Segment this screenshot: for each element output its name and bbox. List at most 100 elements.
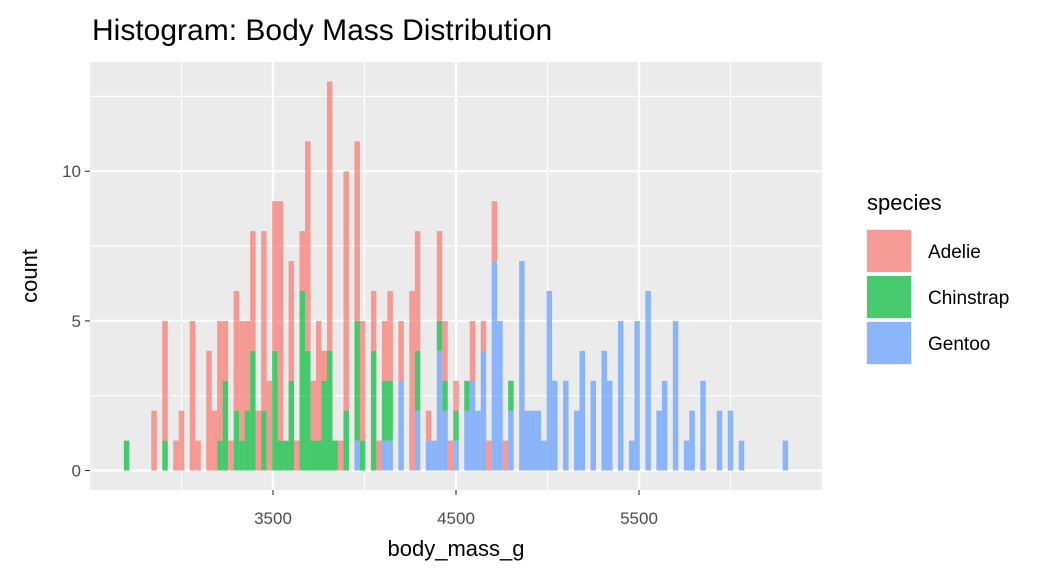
bar-gentoo	[387, 440, 393, 471]
bar-adelie	[305, 141, 311, 351]
bar-adelie	[480, 320, 487, 351]
bar-adelie	[288, 261, 295, 381]
bar-adelie	[239, 320, 245, 441]
bar-adelie	[195, 440, 201, 471]
bar-gentoo	[491, 261, 498, 471]
bar-gentoo	[453, 440, 459, 471]
bar-adelie	[222, 320, 229, 381]
y-tick-label: 0	[72, 462, 81, 481]
bar-chinstrap	[316, 440, 322, 471]
bar-adelie	[486, 440, 492, 471]
x-axis-ticks: 3500 4500 5500	[254, 490, 658, 528]
bar-gentoo	[563, 380, 569, 471]
bar-adelie	[173, 440, 179, 471]
bar-chinstrap	[442, 380, 448, 411]
bar-chinstrap	[436, 320, 443, 351]
bar-gentoo	[431, 440, 437, 471]
bar-chinstrap	[453, 410, 459, 441]
bar-gentoo	[656, 410, 662, 471]
bar-chinstrap	[277, 440, 284, 471]
bar-adelie	[469, 320, 476, 381]
legend-title: species	[867, 190, 942, 215]
bar-gentoo	[442, 410, 448, 471]
y-axis-label: count	[17, 249, 42, 303]
bar-gentoo	[601, 350, 607, 471]
x-tick-label: 3500	[254, 509, 292, 528]
bar-gentoo	[645, 290, 651, 471]
bar-adelie	[151, 410, 157, 471]
bar-chinstrap	[299, 290, 306, 471]
bar-adelie	[502, 440, 509, 471]
legend-swatch-chinstrap	[867, 276, 911, 318]
bar-gentoo	[541, 440, 547, 471]
bar-adelie	[321, 350, 327, 381]
bar-gentoo	[546, 290, 553, 471]
bar-gentoo	[480, 350, 487, 471]
bar-gentoo	[425, 440, 432, 471]
x-axis-label: body_mass_g	[388, 536, 525, 561]
x-tick-label: 4500	[437, 509, 475, 528]
legend-label: Gentoo	[928, 334, 990, 355]
bar-adelie	[217, 320, 223, 441]
bar-gentoo	[436, 350, 443, 471]
bar-gentoo	[716, 410, 723, 471]
bar-adelie	[228, 440, 234, 471]
bar-gentoo	[683, 440, 690, 471]
chart-title: Histogram: Body Mass Distribution	[92, 14, 552, 47]
y-axis-ticks: 0 5 10	[62, 162, 90, 481]
legend-swatch-gentoo	[867, 322, 911, 364]
bar-adelie	[266, 380, 273, 471]
bar-chinstrap	[244, 410, 251, 471]
bar-gentoo	[634, 320, 640, 471]
y-tick-label: 10	[62, 162, 81, 181]
bar-gentoo	[475, 410, 481, 471]
bar-gentoo	[606, 380, 613, 471]
bar-adelie	[414, 231, 421, 351]
bar-adelie	[326, 81, 333, 351]
bar-chinstrap	[162, 440, 168, 471]
bar-adelie	[206, 350, 212, 471]
bar-chinstrap	[233, 410, 240, 471]
bar-chinstrap	[272, 350, 278, 471]
bar-adelie	[233, 290, 240, 411]
bar-chinstrap	[250, 350, 256, 471]
bar-gentoo	[782, 440, 789, 471]
bar-adelie	[447, 440, 454, 471]
bar-chinstrap	[508, 380, 514, 411]
legend-swatch-adelie	[867, 230, 911, 272]
bar-chinstrap	[354, 320, 360, 441]
bar-chinstrap	[359, 440, 366, 471]
bar-gentoo	[579, 350, 586, 471]
bar-chinstrap	[305, 350, 311, 471]
legend-label: Adelie	[928, 242, 981, 263]
bar-gentoo	[661, 380, 668, 471]
bar-chinstrap	[283, 440, 289, 471]
bar-gentoo	[524, 410, 531, 471]
bar-adelie	[370, 290, 377, 351]
bar-adelie	[272, 201, 278, 351]
bar-adelie	[162, 320, 168, 441]
bar-chinstrap	[222, 380, 229, 471]
bar-gentoo	[689, 410, 695, 471]
bar-gentoo	[354, 440, 360, 471]
bar-adelie	[409, 290, 415, 471]
bar-chinstrap	[217, 440, 223, 471]
bar-chinstrap	[381, 380, 388, 441]
bar-gentoo	[727, 410, 734, 471]
bar-gentoo	[497, 320, 503, 471]
bar-chinstrap	[343, 410, 349, 471]
bar-gentoo	[414, 410, 421, 471]
bar-adelie	[294, 440, 300, 471]
x-tick-label: 5500	[620, 509, 658, 528]
bar-chinstrap	[310, 440, 317, 471]
bar-gentoo	[530, 410, 536, 471]
bar-gentoo	[464, 410, 470, 471]
bar-adelie	[211, 410, 218, 471]
bar-gentoo	[574, 410, 580, 471]
bar-chinstrap	[326, 350, 333, 471]
bar-chinstrap	[414, 350, 421, 411]
bar-adelie	[425, 410, 432, 441]
bar-adelie	[453, 380, 459, 411]
bar-adelie	[261, 231, 267, 411]
bar-adelie	[387, 290, 393, 381]
